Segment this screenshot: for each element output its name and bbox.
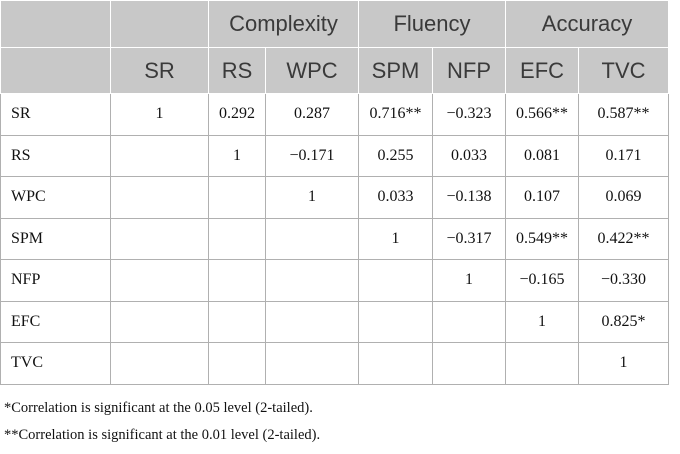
- empty-cell: [208, 176, 266, 219]
- table-row: TVC 1: [0, 342, 670, 385]
- empty-cell: [110, 342, 209, 385]
- cell: 0.033: [358, 176, 433, 219]
- cell: 0.081: [505, 134, 580, 177]
- table-body: SR 1 0.292 0.287 0.716** −0.323 0.566** 0.587**…: [0, 93, 670, 385]
- row-label: WPC: [0, 176, 111, 219]
- empty-cell: [110, 176, 209, 219]
- empty-cell: [265, 217, 359, 260]
- table-row: WPC 1 0.033 −0.138 0.107 0.069: [0, 176, 670, 219]
- table-header: Complexity Fluency Accuracy SR RS WPC SPM NF…: [0, 0, 670, 94]
- cell: 0.171: [578, 134, 670, 177]
- cell: −0.317: [431, 217, 507, 260]
- row-label: RS: [0, 134, 111, 177]
- empty-cell: [208, 300, 266, 343]
- empty-cell: [358, 342, 433, 385]
- empty-cell: [110, 217, 209, 260]
- empty-cell: [208, 342, 266, 385]
- cell: 1: [358, 217, 433, 260]
- cell: 0.825*: [578, 300, 670, 343]
- group-header: Fluency: [357, 0, 507, 48]
- cell: −0.138: [431, 176, 507, 219]
- table-row: NFP 1 −0.165 −0.330: [0, 259, 670, 302]
- empty-cell: [110, 259, 209, 302]
- empty-cell: [208, 217, 266, 260]
- cell: −0.171: [265, 134, 359, 177]
- column-header: NFP: [431, 47, 507, 94]
- cell: 1: [578, 342, 670, 385]
- cell: −0.165: [505, 259, 580, 302]
- cell: 0.587**: [578, 93, 670, 136]
- header-blank: [0, 47, 111, 94]
- cell: 0.549**: [505, 217, 580, 260]
- cell: 0.069: [578, 176, 670, 219]
- table-row: RS 1 −0.171 0.255 0.033 0.081 0.171: [0, 134, 670, 177]
- cell: 0.292: [208, 93, 266, 136]
- row-label: SR: [0, 93, 111, 136]
- column-header: WPC: [265, 47, 359, 94]
- table-row: EFC 1 0.825*: [0, 300, 670, 343]
- empty-cell: [431, 342, 507, 385]
- footnote: **Correlation is significant at the 0.01…: [4, 427, 321, 443]
- empty-cell: [110, 300, 209, 343]
- cell: 1: [208, 134, 266, 177]
- empty-cell: [110, 134, 209, 177]
- cell: 0.287: [265, 93, 359, 136]
- header-blank: [110, 0, 209, 48]
- column-header: RS: [208, 47, 266, 94]
- column-header: SR: [110, 47, 209, 94]
- cell: 1: [265, 176, 359, 219]
- cell: 1: [110, 93, 209, 136]
- cell: 1: [431, 259, 507, 302]
- cell: 0.033: [431, 134, 507, 177]
- row-label: TVC: [0, 342, 111, 385]
- table-row: SPM 1 −0.317 0.549** 0.422**: [0, 217, 670, 260]
- empty-cell: [265, 300, 359, 343]
- cell: 0.566**: [505, 93, 580, 136]
- cell: 0.716**: [358, 93, 433, 136]
- empty-cell: [208, 259, 266, 302]
- cell: 0.255: [358, 134, 433, 177]
- cell: −0.323: [431, 93, 507, 136]
- cell: 0.107: [505, 176, 580, 219]
- correlation-table: Complexity Fluency Accuracy SR RS WPC SPM NF…: [0, 0, 670, 385]
- header-blank: [0, 0, 111, 48]
- empty-cell: [265, 259, 359, 302]
- column-header: EFC: [505, 47, 580, 94]
- empty-cell: [358, 300, 433, 343]
- row-label: NFP: [0, 259, 111, 302]
- row-label: EFC: [0, 300, 111, 343]
- empty-cell: [505, 342, 580, 385]
- table-row: SR 1 0.292 0.287 0.716** −0.323 0.566** 0.587**: [0, 93, 670, 136]
- row-label: SPM: [0, 217, 111, 260]
- column-header: SPM: [358, 47, 433, 94]
- group-header: Accuracy: [505, 0, 670, 48]
- cell: −0.330: [578, 259, 670, 302]
- cell: 1: [505, 300, 580, 343]
- empty-cell: [431, 300, 507, 343]
- footnote: *Correlation is significant at the 0.05 …: [4, 400, 313, 416]
- cell: 0.422**: [578, 217, 670, 260]
- column-header: TVC: [578, 47, 670, 94]
- empty-cell: [358, 259, 433, 302]
- group-header: Complexity: [208, 0, 359, 48]
- empty-cell: [265, 342, 359, 385]
